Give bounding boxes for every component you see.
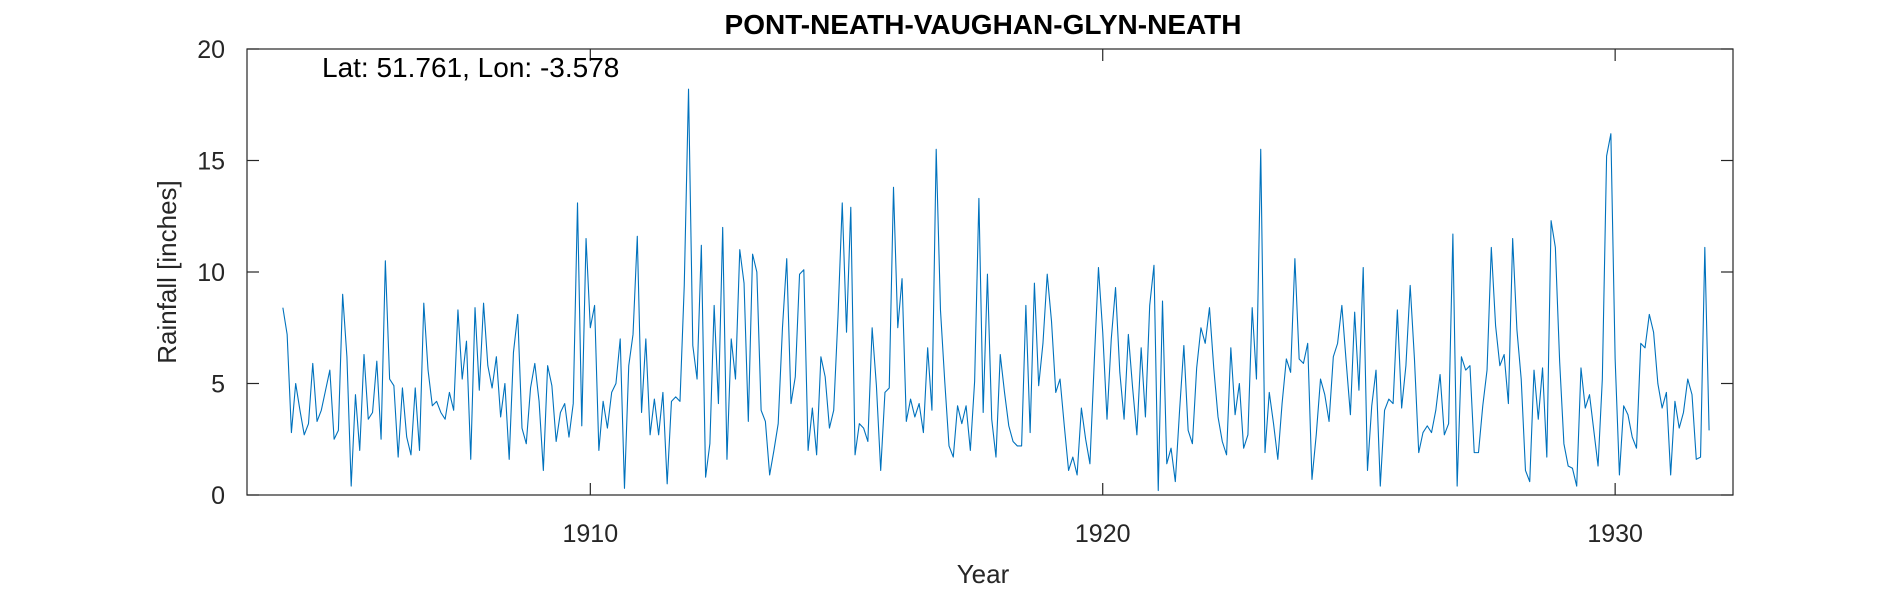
y-tick-label: 20 (197, 36, 225, 64)
y-tick-label: 15 (197, 148, 225, 176)
rainfall-series-line (282, 88, 1710, 492)
y-axis-label: Rainfall [inches] (152, 180, 182, 364)
location-annotation: Lat: 51.761, Lon: -3.578 (322, 52, 619, 83)
data-series (282, 88, 1710, 492)
x-tick-label: 1920 (1075, 520, 1131, 548)
x-axis-label: Year (957, 559, 1010, 589)
plot-area-frame (246, 48, 1734, 496)
y-tick-label: 0 (211, 482, 225, 510)
y-axis: 0 5 10 15 20 (197, 36, 1733, 510)
chart-title: PONT-NEATH-VAUGHAN-GLYN-NEATH (725, 9, 1242, 40)
x-axis: 1910 1920 1930 (563, 49, 1643, 548)
y-tick-label: 10 (197, 259, 225, 287)
x-tick-label: 1930 (1587, 520, 1643, 548)
x-tick-label: 1910 (563, 520, 619, 548)
y-tick-label: 5 (211, 371, 225, 399)
